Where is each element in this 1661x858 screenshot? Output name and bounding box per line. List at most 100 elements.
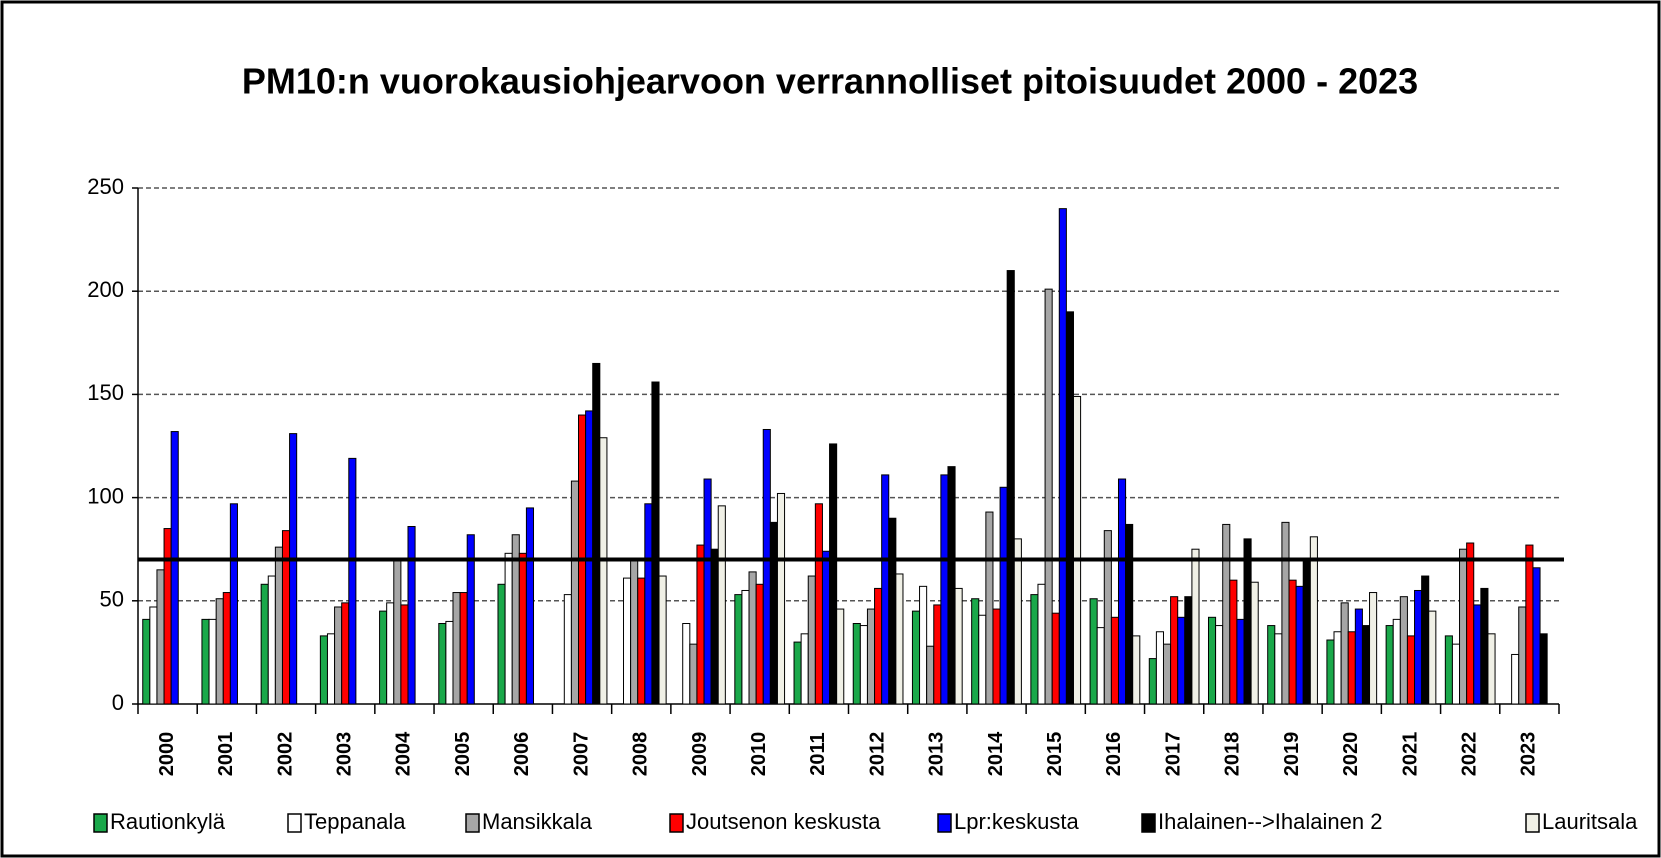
bar <box>1361 625 1371 705</box>
bar <box>1295 585 1304 705</box>
bar <box>504 552 513 705</box>
bar <box>1428 610 1437 705</box>
y-tick-label: 150 <box>87 380 124 405</box>
bar <box>703 478 712 705</box>
bar <box>821 550 831 705</box>
x-tick-label: 2015 <box>1044 732 1066 777</box>
bar <box>1243 538 1252 705</box>
bar <box>1065 311 1074 705</box>
bar <box>1072 395 1082 705</box>
bar <box>1148 658 1157 705</box>
bar <box>525 507 535 705</box>
bar <box>1110 616 1119 705</box>
bar <box>570 480 580 705</box>
bar <box>1096 627 1105 705</box>
bar <box>1281 521 1290 705</box>
bar <box>776 492 786 705</box>
bar <box>260 583 269 705</box>
bar <box>710 548 719 705</box>
bar <box>1369 592 1378 705</box>
bar <box>793 641 802 705</box>
bar <box>1103 530 1112 705</box>
bar <box>1030 594 1039 705</box>
bar <box>933 604 942 705</box>
bar <box>1539 633 1548 705</box>
bar <box>637 577 646 705</box>
bar <box>1125 523 1134 705</box>
legend-swatch <box>1525 813 1540 833</box>
bar <box>1013 538 1022 705</box>
bar <box>1117 478 1127 705</box>
bar <box>1406 635 1416 705</box>
x-tick-label: 2014 <box>985 731 1007 776</box>
bar <box>592 362 601 705</box>
x-tick-label: 2018 <box>1222 732 1244 777</box>
bar <box>1392 618 1401 705</box>
bar <box>1525 544 1534 705</box>
x-tick-label: 2011 <box>807 732 829 775</box>
bar <box>348 457 357 705</box>
bar <box>393 559 402 705</box>
bar <box>1459 548 1468 705</box>
bar <box>888 517 897 705</box>
bar <box>1058 208 1067 705</box>
bar <box>341 602 350 705</box>
x-tick-label: 2001 <box>215 732 237 777</box>
legend-swatch <box>287 813 302 833</box>
x-tick-label: 2000 <box>156 732 178 777</box>
bar <box>866 608 876 705</box>
x-tick-label: 2003 <box>334 732 356 777</box>
bar <box>881 474 890 705</box>
bar <box>947 466 956 705</box>
bar <box>289 433 298 705</box>
bar <box>696 544 705 705</box>
y-tick-label: 100 <box>87 483 124 508</box>
y-tick-label: 200 <box>87 277 124 302</box>
bar <box>717 505 726 705</box>
x-tick-label: 2009 <box>689 732 711 777</box>
bar <box>1191 548 1200 705</box>
bar <box>497 583 506 705</box>
bar <box>1170 596 1179 705</box>
bar <box>978 614 987 705</box>
bar <box>452 592 461 705</box>
bar <box>1222 523 1231 705</box>
bar <box>1347 631 1356 705</box>
legend-swatch <box>937 813 952 833</box>
legend-swatch <box>1141 813 1156 833</box>
bar <box>1466 542 1475 705</box>
bar <box>1051 612 1060 705</box>
bar <box>1006 270 1015 705</box>
x-tick-label: 2016 <box>1103 732 1125 777</box>
bar <box>919 585 928 705</box>
bar <box>734 594 743 705</box>
bar <box>1399 596 1408 705</box>
legend-label: Mansikkala <box>482 809 593 834</box>
y-tick-label: 0 <box>112 690 124 715</box>
x-tick-label: 2007 <box>570 732 592 777</box>
legend-label: Joutsenon keskusta <box>686 809 881 834</box>
bar <box>1444 635 1453 705</box>
bar <box>156 569 165 705</box>
x-tick-label: 2005 <box>452 732 474 777</box>
bar <box>769 521 778 705</box>
bar <box>518 552 527 705</box>
bar <box>689 643 698 705</box>
bar <box>1250 581 1259 705</box>
bar <box>599 437 608 705</box>
bar <box>585 410 594 705</box>
x-tick-label: 2013 <box>926 732 948 777</box>
y-tick-label: 250 <box>87 174 124 199</box>
bar <box>400 604 409 705</box>
bar <box>1132 635 1141 705</box>
bar <box>762 428 771 705</box>
bar <box>1215 625 1224 705</box>
bar <box>1288 579 1297 705</box>
bar <box>741 589 750 705</box>
x-tick-label: 2023 <box>1518 732 1540 777</box>
bar <box>466 534 475 705</box>
bar <box>319 635 328 705</box>
bar <box>445 620 454 705</box>
bar <box>1532 567 1541 705</box>
